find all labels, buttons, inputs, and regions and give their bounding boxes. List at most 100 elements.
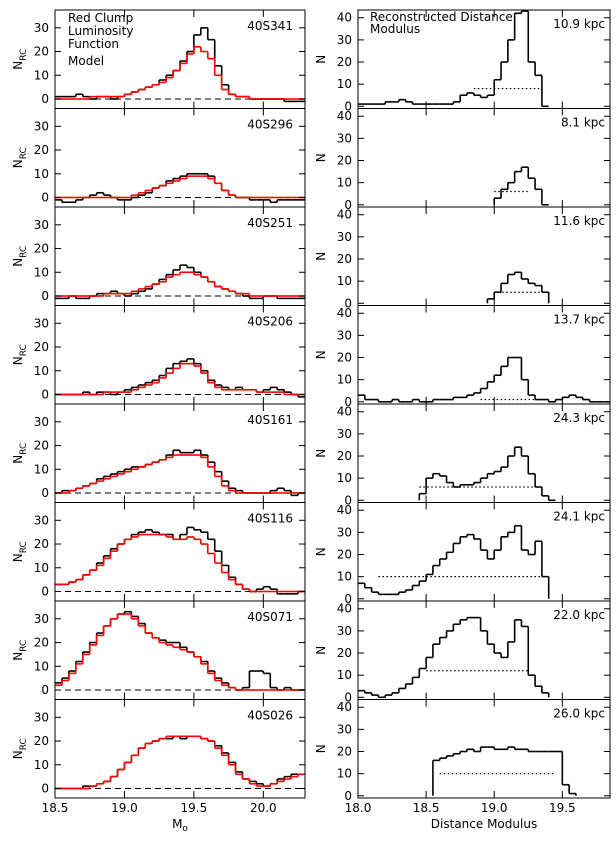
x-axis-label-text: Distance Modulus bbox=[431, 817, 537, 831]
panel: 0 10 20 30 40 N 22.0 kpc bbox=[314, 600, 611, 704]
plot-area bbox=[418, 446, 556, 502]
y-tick-label: 10 bbox=[337, 570, 352, 584]
plot-area bbox=[486, 271, 550, 304]
panel: 0 10 20 30 NRC 40S161 bbox=[11, 403, 306, 503]
y-tick-label: 20 bbox=[34, 439, 49, 453]
y-tick-label: 30 bbox=[337, 33, 352, 47]
y-axis-label-text: N bbox=[314, 153, 328, 162]
x-tick-label: 18.5 bbox=[413, 801, 440, 815]
plot-area bbox=[55, 264, 305, 300]
panel-label: 10.9 kpc bbox=[553, 17, 605, 31]
panel-label: 26.0 kpc bbox=[553, 707, 605, 721]
plot-area bbox=[358, 10, 549, 108]
y-axis-label: N bbox=[314, 252, 328, 261]
y-tick-label: 0 bbox=[41, 388, 49, 402]
y-axis-label-text: N bbox=[11, 258, 25, 267]
y-tick-label: 10 bbox=[34, 265, 49, 279]
y-tick-label: 20 bbox=[34, 45, 49, 59]
y-axis-label: NRC bbox=[11, 443, 29, 464]
y-tick-label: 40 bbox=[337, 306, 352, 320]
y-tick-label: 10 bbox=[34, 758, 49, 772]
y-tick-label: 10 bbox=[34, 68, 49, 82]
y-tick-label: 0 bbox=[344, 99, 352, 113]
y-axis-label: N bbox=[314, 449, 328, 458]
panel: 0 10 20 30 NRC 40S341 Red ClumpLuminosityFunct… bbox=[11, 9, 306, 109]
y-tick-label: 30 bbox=[34, 21, 49, 35]
y-tick-label: 30 bbox=[337, 131, 352, 145]
y-tick-label: 20 bbox=[34, 734, 49, 748]
y-axis-label-text: N bbox=[314, 252, 328, 261]
y-tick-label: 20 bbox=[337, 548, 352, 562]
panel: 0 10 20 30 40 N 8.1 kpc bbox=[314, 108, 611, 212]
y-tick-label: 30 bbox=[34, 415, 49, 429]
panel-frame bbox=[357, 699, 611, 799]
y-tick-label: 0 bbox=[41, 92, 49, 106]
x-axis-label-text: M bbox=[172, 817, 182, 831]
y-tick-label: 20 bbox=[337, 646, 352, 660]
plot-area bbox=[55, 526, 305, 595]
y-tick-label: 30 bbox=[34, 316, 49, 330]
y-tick-label: 0 bbox=[41, 289, 49, 303]
y-tick-label: 40 bbox=[337, 405, 352, 419]
y-tick-label: 10 bbox=[337, 767, 352, 781]
y-axis-label-sub: RC bbox=[19, 49, 29, 61]
y-tick-label: 30 bbox=[337, 525, 352, 539]
y-tick-label: 40 bbox=[337, 208, 352, 222]
y-tick-label: 30 bbox=[34, 612, 49, 626]
x-tick-label: 19.0 bbox=[111, 801, 138, 815]
x-tick-label: 20.0 bbox=[250, 801, 277, 815]
x-tick-label: 19.0 bbox=[481, 801, 508, 815]
y-tick-label: 20 bbox=[34, 636, 49, 650]
y-tick-label: 20 bbox=[337, 449, 352, 463]
y-tick-label: 20 bbox=[337, 154, 352, 168]
y-tick-label: 10 bbox=[337, 176, 352, 190]
y-axis-label-text: N bbox=[314, 744, 328, 753]
panel-label: 40S206 bbox=[247, 315, 293, 329]
panel-label: 11.6 kpc bbox=[553, 214, 605, 228]
y-tick-label: 0 bbox=[41, 486, 49, 500]
plot-area bbox=[358, 524, 550, 599]
y-axis-label: NRC bbox=[11, 246, 29, 267]
y-tick-label: 10 bbox=[34, 167, 49, 181]
panel: 0 10 20 30 NRC 40S206 bbox=[11, 305, 306, 405]
plot-area bbox=[493, 166, 549, 206]
x-tick-label: 18.5 bbox=[42, 801, 69, 815]
y-tick-label: 20 bbox=[337, 55, 352, 69]
y-axis-label: NRC bbox=[11, 147, 29, 168]
y-axis-label-text: N bbox=[314, 449, 328, 458]
plot-area bbox=[432, 746, 577, 796]
y-tick-label: 0 bbox=[344, 296, 352, 310]
y-tick-label: 10 bbox=[337, 274, 352, 288]
panel: 0 10 20 30 NRC 40S296 bbox=[11, 108, 306, 208]
y-axis-label-text: N bbox=[11, 455, 25, 464]
y-tick-label: 20 bbox=[34, 143, 49, 157]
y-axis-label-text: N bbox=[11, 553, 25, 562]
y-tick-label: 10 bbox=[34, 462, 49, 476]
plot-area bbox=[55, 172, 305, 204]
panel-label: 40S071 bbox=[247, 610, 293, 624]
y-tick-label: 20 bbox=[337, 745, 352, 759]
panel-label: 40S026 bbox=[247, 709, 293, 723]
y-axis-label: N bbox=[314, 744, 328, 753]
y-tick-label: 20 bbox=[34, 537, 49, 551]
y-axis-label-sub: RC bbox=[19, 640, 29, 652]
panel-label: 24.1 kpc bbox=[553, 510, 605, 524]
panel-label: 40S251 bbox=[247, 216, 293, 230]
y-tick-label: 10 bbox=[34, 659, 49, 673]
y-tick-label: 0 bbox=[41, 683, 49, 697]
y-tick-label: 10 bbox=[337, 471, 352, 485]
y-axis-label-text: N bbox=[11, 356, 25, 365]
y-axis-label-sub: RC bbox=[19, 147, 29, 159]
panel: 0 10 20 30 40 N 11.6 kpc bbox=[314, 206, 611, 310]
y-axis-label-text: N bbox=[11, 61, 25, 70]
plot-area bbox=[358, 356, 610, 403]
panel-label: 40S296 bbox=[247, 118, 293, 132]
panel-label: 22.0 kpc bbox=[553, 608, 605, 622]
plot-area bbox=[55, 27, 305, 103]
panel: 0 10 20 30 40 N 24.3 kpc bbox=[314, 403, 611, 507]
legend-entry: Function bbox=[68, 37, 119, 51]
legend-entry: Luminosity bbox=[68, 24, 133, 38]
y-tick-label: 30 bbox=[34, 119, 49, 133]
y-tick-label: 20 bbox=[337, 252, 352, 266]
panel: 0 10 20 30 40 18.0 18.5 19.0 19.5 N 26.0 kpc Distan… bbox=[314, 699, 611, 831]
